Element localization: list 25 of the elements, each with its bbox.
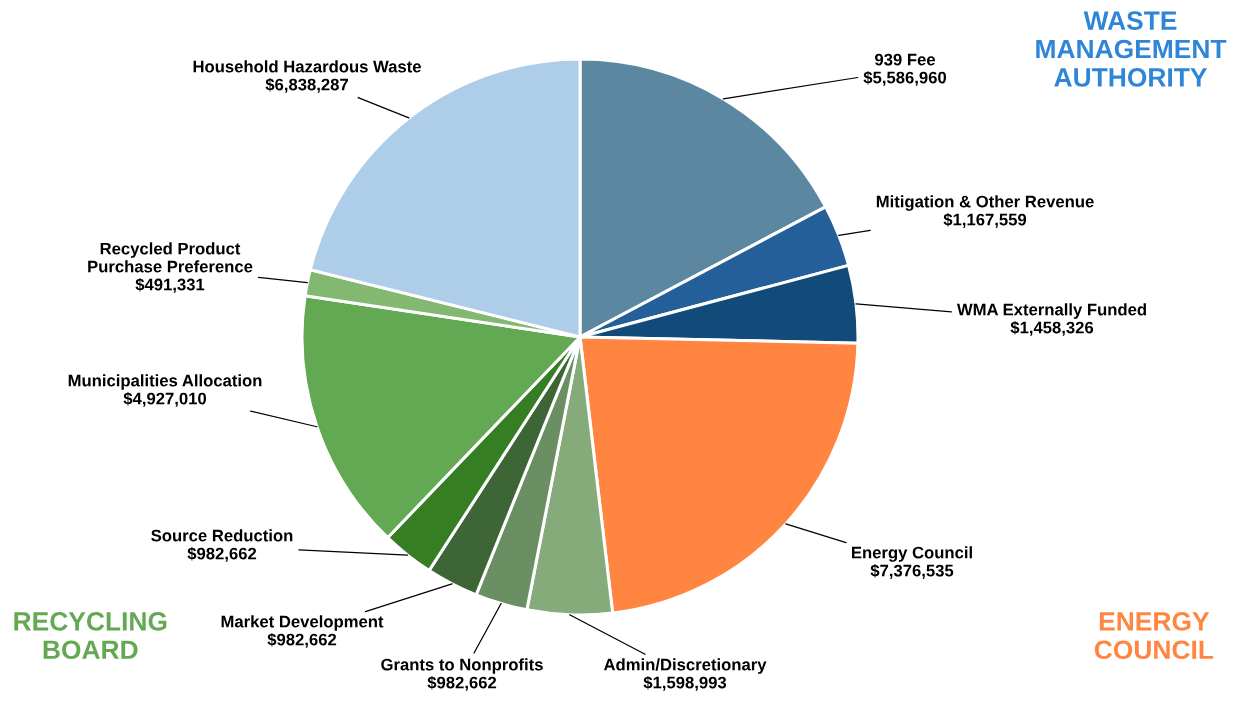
data-label: $982,662 (267, 632, 337, 648)
slice-label: Admin/Discretionary (603, 658, 767, 674)
text: RECYCLING BOARD (14, 612, 167, 660)
slice-label: Recycled Product Purchase Preference (88, 242, 253, 273)
text: ENERGY COUNCIL (1094, 612, 1214, 660)
data-label: $6,838,287 (265, 77, 348, 93)
data-label: $982,662 (427, 675, 497, 691)
slice-label: Source Reduction (151, 529, 293, 542)
data-label: $491,331 (135, 277, 205, 293)
text: WASTE MANAGEMENT AUTHORITY (1036, 11, 1227, 87)
slice-label: WMA Externally Funded (956, 303, 1146, 319)
data-label: $4,927,010 (123, 391, 207, 407)
data-label: $1,458,326 (1010, 320, 1094, 336)
slice-label: Grants to Nonprofits (381, 658, 543, 674)
slice-label: Municipalities Allocation (68, 374, 262, 390)
slice-label: Household Hazardous Waste (193, 60, 421, 73)
data-label: $5,586,960 (863, 70, 947, 86)
slice-label: Mitigation & Other Revenue (876, 195, 1094, 211)
slice-label: Energy Council (852, 546, 972, 562)
slice-label: 939 Fee (875, 53, 936, 66)
data-label: $1,598,993 (643, 675, 727, 691)
data-label: $7,376,535 (870, 563, 954, 579)
data-label: $982,662 (187, 546, 257, 562)
data-label: $1,167,559 (943, 212, 1027, 228)
slice-label: Market Development (221, 615, 384, 631)
